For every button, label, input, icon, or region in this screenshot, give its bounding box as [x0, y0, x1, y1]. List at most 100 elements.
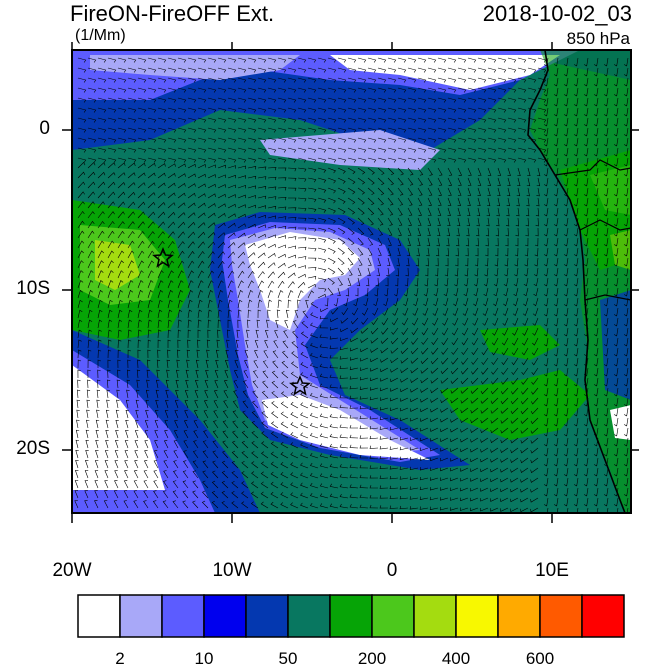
wind-barb [75, 429, 80, 439]
wind-barb [270, 441, 279, 449]
wind-barb [227, 117, 237, 123]
wind-barb [357, 237, 364, 246]
wind-barb [137, 137, 147, 143]
wind-barb [247, 289, 254, 299]
wind-barb [460, 387, 469, 394]
wind-barb [533, 267, 539, 277]
wind-barb [77, 309, 83, 319]
wind-barb [432, 307, 439, 317]
wind-barb [447, 57, 457, 63]
wind-barb [360, 327, 369, 334]
wind-barb [613, 127, 619, 137]
wind-barb [553, 487, 559, 497]
wind-barb [337, 87, 347, 93]
wind-barb [420, 387, 429, 393]
wind-barb [293, 320, 299, 329]
wind-barb [357, 57, 367, 63]
wind-barb [487, 87, 497, 93]
wind-barb [77, 97, 87, 103]
wind-barb [543, 347, 549, 357]
wind-barb [307, 157, 317, 163]
wind-barb [134, 460, 139, 469]
wind-barb [147, 339, 152, 349]
lon-tick-10w: 10W [212, 560, 252, 581]
wind-barb [147, 211, 156, 219]
wind-barb [177, 329, 182, 339]
wind-barb [504, 267, 509, 277]
wind-barb [505, 227, 509, 237]
wind-barb [603, 207, 609, 217]
wind-barb [317, 97, 327, 103]
wind-barb [450, 367, 459, 375]
wind-barb [319, 373, 329, 379]
wind-barb [530, 507, 539, 513]
wind-barb [387, 237, 392, 246]
wind-barb [167, 157, 177, 163]
wind-barb [583, 197, 589, 207]
wind-barb [337, 77, 347, 83]
wind-barb [217, 164, 226, 169]
wind-barb [613, 257, 619, 267]
wind-barb [183, 460, 189, 469]
wind-barb [417, 217, 422, 226]
wind-barb [390, 357, 399, 364]
wind-barb [107, 137, 117, 143]
wind-barb [407, 207, 413, 216]
wind-barb [593, 487, 599, 497]
wind-barb [387, 227, 393, 236]
wind-barb [430, 367, 439, 374]
wind-barb [481, 367, 489, 375]
wind-barb [264, 340, 269, 349]
wind-barb [263, 350, 269, 359]
wind-barb [593, 127, 599, 137]
wind-barb [563, 117, 569, 127]
wind-barb [613, 407, 619, 417]
wind-barb [422, 317, 429, 326]
wind-barb [267, 271, 275, 279]
wind-barb [429, 477, 439, 481]
wind-barb [593, 317, 599, 327]
wind-barb [280, 401, 289, 409]
wind-barb [400, 367, 409, 374]
wind-barb [329, 463, 339, 469]
wind-barb [470, 497, 479, 502]
wind-barb [502, 317, 509, 326]
colorbar [77, 594, 625, 638]
wind-barb [510, 507, 519, 513]
wind-barb [369, 396, 379, 401]
wind-barb [257, 117, 267, 123]
wind-barb [623, 487, 629, 497]
wind-barb [157, 57, 167, 63]
wind-barb [531, 377, 539, 385]
wind-barb [300, 442, 309, 449]
wind-barb [439, 497, 449, 501]
wind-barb [449, 507, 459, 511]
wind-barb [87, 147, 97, 153]
wind-barb [319, 363, 329, 369]
wind-barb [359, 464, 369, 469]
wind-barb [553, 497, 559, 507]
wind-barb [359, 494, 369, 499]
wind-barb [337, 257, 345, 265]
wind-barb [420, 407, 429, 413]
wind-barb [511, 337, 519, 346]
wind-barb [87, 161, 96, 169]
wind-barb [246, 329, 250, 339]
wind-barb [135, 399, 140, 409]
wind-barb [357, 117, 367, 123]
wind-barb [467, 127, 477, 133]
wind-barb [593, 297, 599, 307]
wind-barb [172, 480, 179, 489]
wind-barb [400, 387, 409, 393]
wind-barb [430, 427, 439, 432]
wind-barb [247, 204, 256, 209]
wind-barb [369, 416, 379, 420]
wind-barb [526, 197, 530, 207]
wind-barb [537, 97, 547, 103]
wind-barb [77, 191, 85, 199]
wind-barb [107, 309, 113, 319]
wind-barb [553, 437, 559, 447]
wind-barb [420, 417, 429, 422]
wind-barb [603, 117, 609, 127]
wind-barb [603, 437, 609, 447]
